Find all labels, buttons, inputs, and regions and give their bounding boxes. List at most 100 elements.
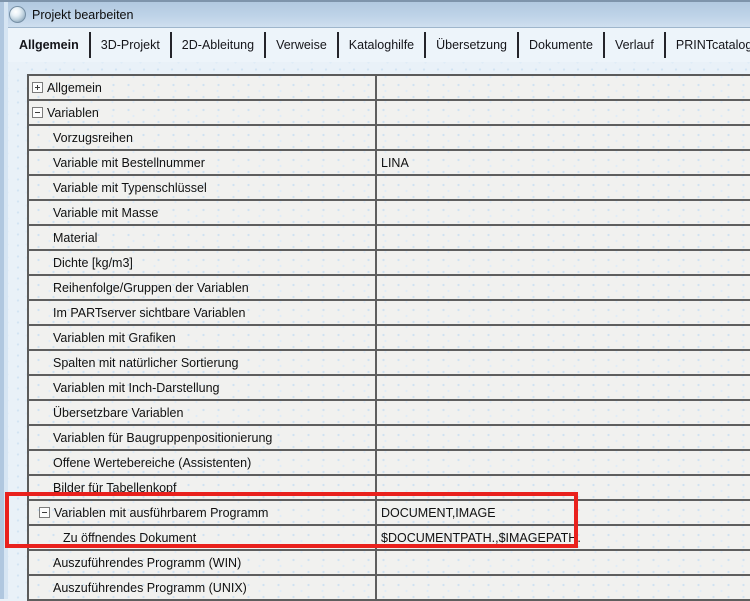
row-label: Material xyxy=(53,230,98,245)
row-value-cell[interactable] xyxy=(377,426,750,449)
row-label-cell: Variable mit Masse xyxy=(29,201,377,224)
row-value-cell[interactable] xyxy=(377,226,750,249)
table-row[interactable]: Im PARTserver sichtbare Variablen xyxy=(29,301,750,326)
table-row[interactable]: Reihenfolge/Gruppen der Variablen xyxy=(29,276,750,301)
row-label: Reihenfolge/Gruppen der Variablen xyxy=(53,280,249,295)
row-value-cell[interactable] xyxy=(377,376,750,399)
row-label: Variable mit Bestellnummer xyxy=(53,155,205,170)
table-row[interactable]: Offene Wertebereiche (Assistenten) xyxy=(29,451,750,476)
row-value-cell[interactable]: DOCUMENT,IMAGE xyxy=(381,505,496,520)
table-row[interactable]: Variable mit Bestellnummer LINA xyxy=(29,151,750,176)
window-left-inner-border xyxy=(4,2,8,599)
row-label: Dichte [kg/m3] xyxy=(53,255,133,270)
table-row[interactable]: Dichte [kg/m3] xyxy=(29,251,750,276)
table-row[interactable]: Variablen mit ausführbarem Programm DOCUM… xyxy=(29,501,750,526)
row-value-cell[interactable] xyxy=(377,551,750,574)
row-label-cell: Variable mit Bestellnummer xyxy=(29,151,377,174)
property-table: Allgemein Variablen Vorzugsreihen Variable … xyxy=(27,74,750,601)
row-value-cell[interactable] xyxy=(377,301,750,324)
row-label-cell: Variablen mit Grafiken xyxy=(29,326,377,349)
window-title: Projekt bearbeiten xyxy=(32,7,134,22)
tab-allgemein[interactable]: Allgemein xyxy=(19,38,79,52)
table-row[interactable]: Material xyxy=(29,226,750,251)
row-value-cell[interactable] xyxy=(377,276,750,299)
table-row[interactable]: Allgemein xyxy=(29,76,750,101)
row-label-cell: Variablen mit Inch-Darstellung xyxy=(29,376,377,399)
table-row[interactable]: Auszuführendes Programm (UNIX) xyxy=(29,576,750,601)
tab-2d-ableitung[interactable]: 2D-Ableitung xyxy=(181,38,255,52)
tab-dokumente[interactable]: Dokumente xyxy=(529,38,593,52)
titlebar[interactable]: Projekt bearbeiten xyxy=(4,2,750,28)
row-value-cell[interactable] xyxy=(377,401,750,424)
row-label-cell: Variablen xyxy=(29,101,377,124)
table-row[interactable]: Übersetzbare Variablen xyxy=(29,401,750,426)
table-row[interactable]: Auszuführendes Programm (WIN) xyxy=(29,551,750,576)
row-value-cell[interactable] xyxy=(377,251,750,274)
row-value-cell[interactable] xyxy=(377,76,750,99)
window-left-border xyxy=(0,0,4,599)
collapse-minus-icon[interactable] xyxy=(39,507,50,518)
tab-verweise[interactable]: Verweise xyxy=(276,38,327,52)
row-label-cell: Variablen für Baugruppenpositionierung xyxy=(29,426,377,449)
row-label-cell: Variablen mit ausführbarem Programm xyxy=(29,501,377,524)
tab-separator xyxy=(602,32,605,58)
row-label: Variablen mit ausführbarem Programm xyxy=(54,505,269,520)
row-label-cell: Auszuführendes Programm (UNIX) xyxy=(29,576,377,599)
row-label-cell: Spalten mit natürlicher Sortierung xyxy=(29,351,377,374)
row-value-cell[interactable] xyxy=(377,126,750,149)
table-row[interactable]: Variable mit Typenschlüssel xyxy=(29,176,750,201)
table-row[interactable]: Variablen mit Grafiken xyxy=(29,326,750,351)
collapse-minus-icon[interactable] xyxy=(32,107,43,118)
row-label: Zu öffnendes Dokument xyxy=(63,530,197,545)
tab-separator xyxy=(517,32,519,58)
row-label: Auszuführendes Programm (WIN) xyxy=(53,555,242,570)
row-label-cell: Bilder für Tabellenkopf xyxy=(29,476,377,499)
row-value-cell[interactable] xyxy=(377,176,750,199)
tab-verlauf[interactable]: Verlauf xyxy=(614,38,654,52)
row-label: Auszuführendes Programm (UNIX) xyxy=(53,580,247,595)
row-label-cell: Reihenfolge/Gruppen der Variablen xyxy=(29,276,377,299)
row-value-cell[interactable] xyxy=(377,476,750,499)
table-row[interactable]: Vorzugsreihen xyxy=(29,126,750,151)
row-label-cell: Variable mit Typenschlüssel xyxy=(29,176,377,199)
row-label-cell: Auszuführendes Programm (WIN) xyxy=(29,551,377,574)
table-row[interactable]: Zu öffnendes Dokument $DOCUMENTPATH.,$IMA… xyxy=(29,526,750,551)
table-row[interactable]: Variablen mit Inch-Darstellung xyxy=(29,376,750,401)
row-label: Im PARTserver sichtbare Variablen xyxy=(53,305,246,320)
row-value-cell[interactable] xyxy=(377,451,750,474)
tab-printcatalog[interactable]: PRINTcatalog xyxy=(675,38,750,52)
row-value-cell[interactable] xyxy=(377,326,750,349)
row-label: Allgemein xyxy=(47,80,102,95)
row-label: Bilder für Tabellenkopf xyxy=(53,480,177,495)
row-label: Variablen xyxy=(47,105,99,120)
row-value-cell[interactable]: LINA xyxy=(381,155,409,170)
row-label: Spalten mit natürlicher Sortierung xyxy=(53,355,239,370)
row-label-cell: Vorzugsreihen xyxy=(29,126,377,149)
tab-3d-projekt[interactable]: 3D-Projekt xyxy=(100,38,160,52)
row-label-cell: Material xyxy=(29,226,377,249)
row-label-cell: Dichte [kg/m3] xyxy=(29,251,377,274)
row-value-cell[interactable] xyxy=(377,101,750,124)
row-value-cell[interactable]: $DOCUMENTPATH.,$IMAGEPATH. xyxy=(381,530,581,545)
app-icon xyxy=(9,6,26,23)
row-label: Variable mit Masse xyxy=(53,205,159,220)
row-label: Offene Wertebereiche (Assistenten) xyxy=(53,455,252,470)
tab-bar: Allgemein 3D-Projekt 2D-Ableitung Verweise K… xyxy=(8,28,750,62)
tab--bersetzung[interactable]: Übersetzung xyxy=(436,38,507,52)
tab-kataloghilfe[interactable]: Kataloghilfe xyxy=(348,38,415,52)
table-row[interactable]: Bilder für Tabellenkopf xyxy=(29,476,750,501)
row-label: Übersetzbare Variablen xyxy=(53,405,184,420)
row-value-cell[interactable] xyxy=(377,201,750,224)
row-label-cell: Im PARTserver sichtbare Variablen xyxy=(29,301,377,324)
table-row[interactable]: Spalten mit natürlicher Sortierung xyxy=(29,351,750,376)
table-row[interactable]: Variable mit Masse xyxy=(29,201,750,226)
row-label-cell: Allgemein xyxy=(29,76,377,99)
table-row[interactable]: Variablen xyxy=(29,101,750,126)
expand-plus-icon[interactable] xyxy=(32,82,43,93)
tab-separator xyxy=(663,32,666,58)
row-value-cell[interactable] xyxy=(377,351,750,374)
row-value-cell[interactable] xyxy=(377,576,750,599)
table-row[interactable]: Variablen für Baugruppenpositionierung xyxy=(29,426,750,451)
window-top-border xyxy=(0,0,750,2)
row-label: Variablen mit Grafiken xyxy=(53,330,176,345)
